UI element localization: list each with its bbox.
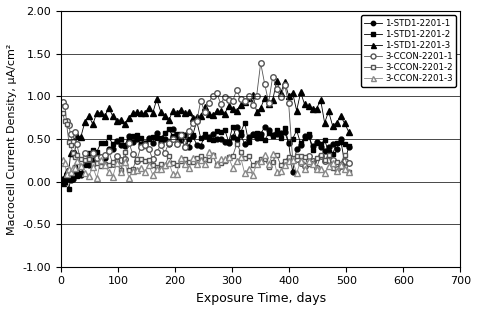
3-CCON-2201-3 xyxy=(346,170,351,174)
3-CCON-2201-3 xyxy=(294,172,300,175)
3-CCON-2201-1 xyxy=(150,158,156,161)
1-STD1-2201-2 xyxy=(294,129,300,132)
Legend: 1-STD1-2201-1, 1-STD1-2201-2, 1-STD1-2201-3, 3-CCON-2201-1, 3-CCON-2201-2, 3-CCO: 1-STD1-2201-1, 1-STD1-2201-2, 1-STD1-220… xyxy=(361,15,456,87)
Line: 3-CCON-2201-2: 3-CCON-2201-2 xyxy=(60,111,351,174)
1-STD1-2201-3 xyxy=(150,111,156,115)
3-CCON-2201-3 xyxy=(246,167,251,171)
3-CCON-2201-3 xyxy=(74,159,80,163)
3-CCON-2201-1 xyxy=(74,142,80,146)
Y-axis label: Macrocell Current Density, μA/cm²: Macrocell Current Density, μA/cm² xyxy=(7,43,17,235)
1-STD1-2201-3 xyxy=(60,181,65,185)
X-axis label: Exposure Time, days: Exposure Time, days xyxy=(196,292,326,305)
1-STD1-2201-2 xyxy=(78,171,84,175)
1-STD1-2201-3 xyxy=(274,79,280,83)
1-STD1-2201-2 xyxy=(246,140,251,144)
3-CCON-2201-1 xyxy=(346,161,351,165)
1-STD1-2201-1 xyxy=(246,135,251,139)
Line: 3-CCON-2201-3: 3-CCON-2201-3 xyxy=(60,149,351,181)
3-CCON-2201-1 xyxy=(202,110,207,114)
1-STD1-2201-3 xyxy=(246,96,251,100)
3-CCON-2201-2 xyxy=(202,157,207,160)
1-STD1-2201-1 xyxy=(62,179,68,183)
Line: 1-STD1-2201-1: 1-STD1-2201-1 xyxy=(60,124,351,184)
1-STD1-2201-2 xyxy=(254,131,260,135)
3-CCON-2201-2 xyxy=(74,153,80,156)
3-CCON-2201-1 xyxy=(290,157,295,161)
1-STD1-2201-3 xyxy=(290,91,295,95)
3-CCON-2201-2 xyxy=(286,155,292,158)
1-STD1-2201-3 xyxy=(238,103,244,106)
1-STD1-2201-1 xyxy=(346,146,351,149)
3-CCON-2201-1 xyxy=(258,61,263,65)
3-CCON-2201-1 xyxy=(60,100,65,104)
1-STD1-2201-2 xyxy=(66,187,72,191)
1-STD1-2201-2 xyxy=(346,144,351,148)
1-STD1-2201-1 xyxy=(254,136,260,140)
1-STD1-2201-1 xyxy=(206,135,212,139)
Line: 1-STD1-2201-2: 1-STD1-2201-2 xyxy=(60,119,351,192)
3-CCON-2201-1 xyxy=(334,167,339,171)
Line: 1-STD1-2201-3: 1-STD1-2201-3 xyxy=(60,78,351,186)
3-CCON-2201-2 xyxy=(150,163,156,166)
1-STD1-2201-3 xyxy=(74,134,80,137)
3-CCON-2201-3 xyxy=(254,162,260,166)
1-STD1-2201-1 xyxy=(60,177,65,181)
3-CCON-2201-3 xyxy=(206,150,212,154)
3-CCON-2201-2 xyxy=(346,170,351,174)
3-CCON-2201-3 xyxy=(154,167,160,170)
1-STD1-2201-2 xyxy=(60,179,65,183)
3-CCON-2201-1 xyxy=(246,94,251,98)
Line: 3-CCON-2201-1: 3-CCON-2201-1 xyxy=(60,60,351,172)
1-STD1-2201-2 xyxy=(154,136,160,140)
1-STD1-2201-3 xyxy=(202,105,207,109)
3-CCON-2201-2 xyxy=(238,150,244,154)
3-CCON-2201-3 xyxy=(60,158,65,162)
3-CCON-2201-1 xyxy=(238,98,244,101)
1-STD1-2201-2 xyxy=(210,138,216,142)
1-STD1-2201-1 xyxy=(78,173,84,177)
1-STD1-2201-3 xyxy=(346,130,351,134)
3-CCON-2201-2 xyxy=(60,111,65,115)
1-STD1-2201-1 xyxy=(294,147,300,151)
3-CCON-2201-3 xyxy=(94,176,100,180)
1-STD1-2201-1 xyxy=(154,131,160,134)
1-STD1-2201-2 xyxy=(194,119,200,123)
1-STD1-2201-1 xyxy=(234,125,239,129)
3-CCON-2201-3 xyxy=(210,154,216,157)
3-CCON-2201-2 xyxy=(246,154,251,158)
